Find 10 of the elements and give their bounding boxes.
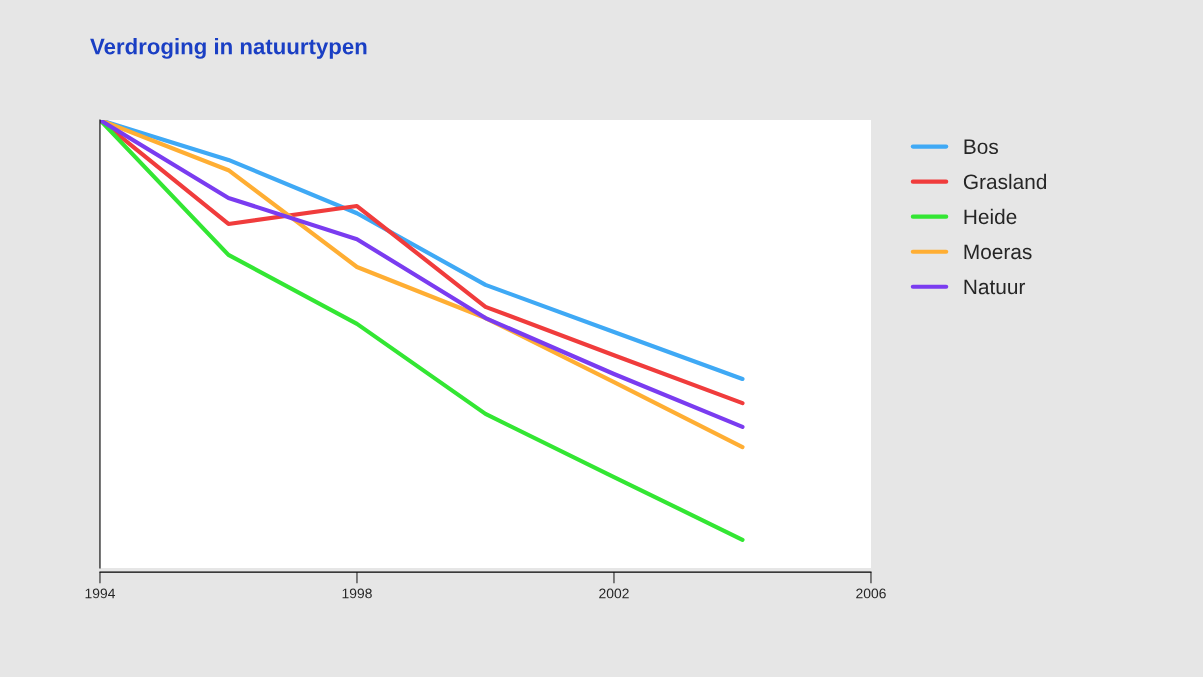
legend-label: Bos [964, 139, 998, 155]
legend-label: Moeras [964, 244, 1032, 260]
legend-label: Grasland [963, 173, 1047, 190]
x-tick-label: 2006 [856, 588, 886, 599]
x-tick-label: 2002 [599, 588, 629, 599]
chart-title: Verdroging in natuurtypen [90, 38, 367, 59]
x-tick-label: 1998 [342, 588, 372, 599]
legend-label: Natuur [964, 279, 1026, 295]
x-tick-label: 1994 [85, 588, 116, 599]
legend-label: Heide [964, 208, 1017, 225]
